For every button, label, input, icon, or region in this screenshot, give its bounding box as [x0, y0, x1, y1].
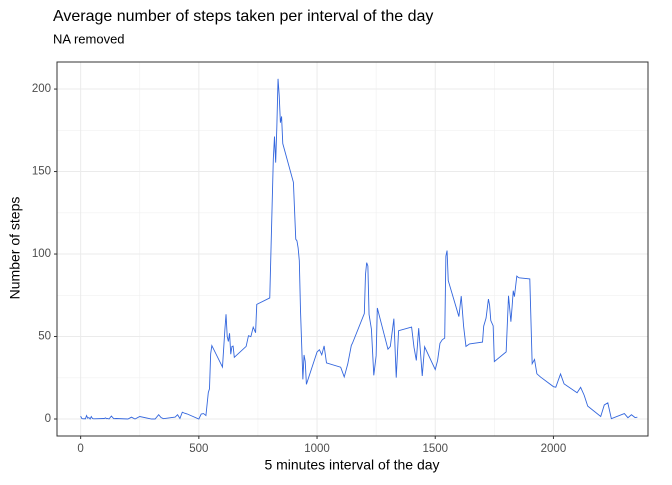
- x-tick-label: 2000: [541, 443, 567, 455]
- x-axis-label: 5 minutes interval of the day: [264, 457, 439, 473]
- chart-title: Average number of steps taken per interv…: [53, 8, 433, 25]
- y-tick-label: 50: [38, 331, 51, 343]
- y-tick-label: 0: [45, 413, 51, 425]
- x-tick-label: 0: [77, 443, 83, 455]
- chart-subtitle: NA removed: [53, 31, 125, 46]
- x-tick-label: 1000: [304, 443, 330, 455]
- x-tick-label: 1500: [422, 443, 448, 455]
- plot-border: [56, 61, 649, 437]
- y-tick-label: 150: [32, 166, 51, 178]
- line: [80, 78, 638, 420]
- y-tick-label: 200: [32, 83, 51, 95]
- y-axis-label: Number of steps: [7, 197, 23, 300]
- y-tick-label: 100: [32, 248, 51, 260]
- x-tick-label: 500: [189, 443, 208, 455]
